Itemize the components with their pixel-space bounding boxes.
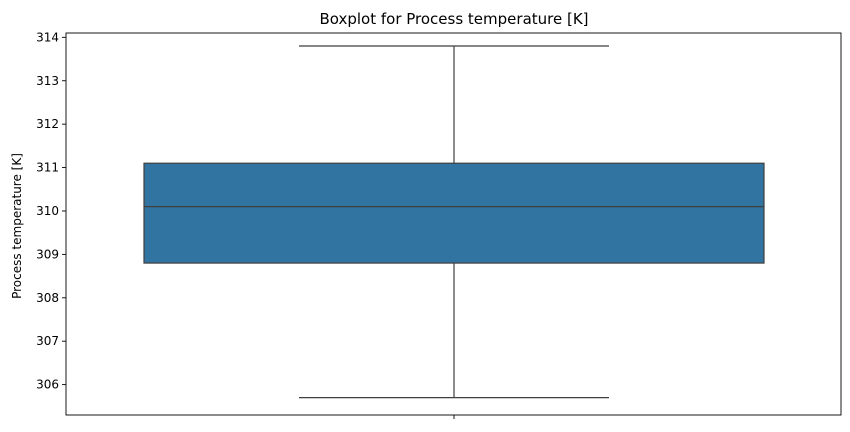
y-tick-label: 310 (36, 204, 59, 218)
box-iqr (143, 162, 765, 264)
y-tick-label: 311 (36, 161, 59, 175)
plot-frame (65, 32, 842, 416)
y-tick-label: 313 (36, 74, 59, 88)
y-tick-label: 312 (36, 117, 59, 131)
y-axis-label: Process temperature [K] (10, 153, 24, 299)
plot-area: 306 307 308 309 310 311 312 313 314 (36, 30, 842, 419)
y-tick-label: 309 (36, 247, 59, 261)
y-tick-label: 308 (36, 291, 59, 305)
y-tick-label: 306 (36, 378, 59, 392)
y-tick-label: 314 (36, 30, 59, 44)
chart-title: Boxplot for Process temperature [K] (319, 10, 588, 28)
y-tick-label: 307 (36, 334, 59, 348)
